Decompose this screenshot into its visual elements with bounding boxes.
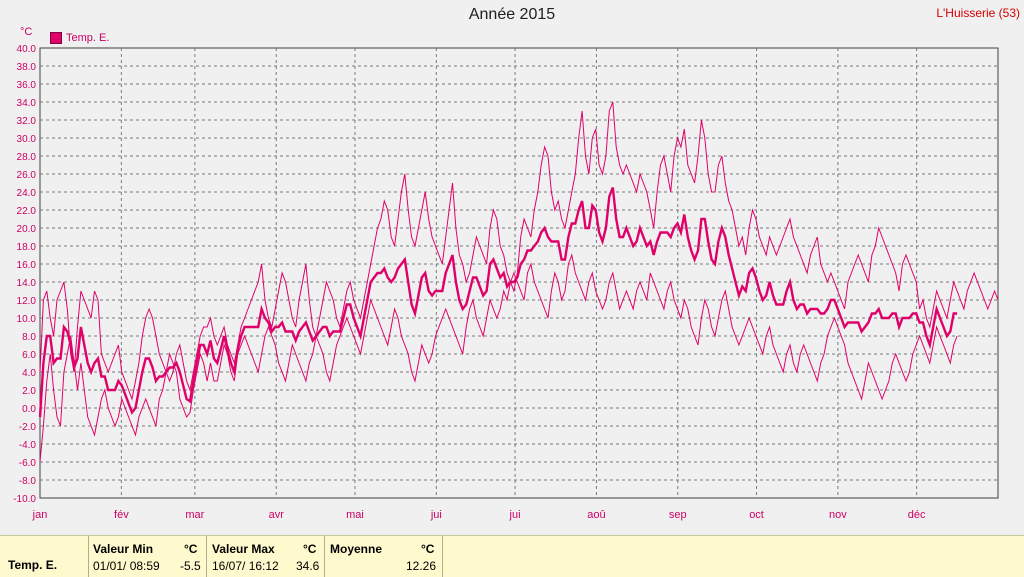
y-tick-label: 28.0: [17, 152, 37, 163]
y-tick-label: -8.0: [19, 476, 37, 487]
y-tick-label: 22.0: [17, 206, 37, 217]
footer-avg-label: Moyenne: [330, 542, 383, 556]
footer-max-date: 16/07/ 16:12: [212, 559, 279, 573]
footer-series-cell: Temp. E.: [0, 536, 89, 577]
y-tick-label: 2.0: [22, 386, 36, 397]
y-tick-label: -4.0: [19, 440, 37, 451]
y-tick-label: 14.0: [17, 278, 37, 289]
y-tick-label: 20.0: [17, 224, 37, 235]
x-tick-label: nov: [829, 509, 847, 521]
y-tick-label: -2.0: [19, 422, 37, 433]
footer-min-unit: °C: [184, 542, 198, 556]
y-tick-label: 36.0: [17, 80, 37, 91]
footer-avg-value: 12.26: [406, 559, 437, 573]
y-axis-unit: °C: [20, 26, 33, 38]
legend[interactable]: Temp. E.: [50, 32, 109, 44]
x-tick-label: fév: [114, 509, 129, 521]
y-tick-label: 8.0: [22, 332, 36, 343]
y-tick-label: 38.0: [17, 62, 37, 73]
footer-min-label: Valeur Min: [93, 542, 154, 556]
footer-max-cell: Valeur Max °C 16/07/ 16:12 34.6: [206, 536, 325, 577]
legend-swatch: [50, 32, 62, 44]
y-tick-label: 24.0: [17, 188, 37, 199]
y-tick-label: 0.0: [22, 404, 36, 415]
y-tick-label: 26.0: [17, 170, 37, 181]
y-tick-label: 34.0: [17, 98, 37, 109]
x-tick-label: jui: [509, 509, 521, 521]
y-tick-label: 12.0: [17, 296, 37, 307]
footer-avg-unit: °C: [421, 542, 435, 556]
footer-avg-cell: Moyenne °C 12.26: [324, 536, 443, 577]
y-tick-label: -10.0: [13, 494, 36, 505]
x-tick-label: sep: [669, 509, 687, 521]
series-mean-line: [38, 187, 958, 418]
y-tick-label: 30.0: [17, 134, 37, 145]
x-tick-label: avr: [269, 509, 285, 521]
x-tick-label: jan: [32, 509, 48, 521]
y-tick-label: 6.0: [22, 350, 36, 361]
footer-max-label: Valeur Max: [212, 542, 275, 556]
stats-footer: Temp. E. Valeur Min °C 01/01/ 08:59 -5.5…: [0, 535, 1024, 577]
temperature-chart: -10.0 -8.0 -6.0 -4.0 -2.0 0.0 2.0 4.0 6.0 8.0 10.0…: [13, 44, 999, 521]
y-tick-label: 18.0: [17, 242, 37, 253]
legend-label: Temp. E.: [66, 32, 110, 44]
x-tick-label: aoû: [587, 509, 605, 521]
footer-min-cell: Valeur Min °C 01/01/ 08:59 -5.5: [88, 536, 207, 577]
footer-max-value: 34.6: [296, 559, 320, 573]
y-tick-label: 10.0: [17, 314, 37, 325]
footer-min-date: 01/01/ 08:59: [93, 559, 160, 573]
x-tick-label: mar: [185, 509, 204, 521]
y-tick-label: 40.0: [17, 44, 37, 55]
series-min-line: [39, 253, 958, 463]
x-tick-label: jui: [430, 509, 442, 521]
series-max-line: [39, 101, 999, 401]
station-name: L'Huisserie (53): [936, 6, 1020, 20]
x-tick-label: oct: [749, 509, 764, 521]
y-tick-label: 16.0: [17, 260, 37, 271]
footer-max-unit: °C: [303, 542, 317, 556]
x-tick-label: mai: [346, 509, 364, 521]
y-tick-label: 4.0: [22, 368, 36, 379]
chart-title: Année 2015: [468, 6, 556, 23]
y-tick-label: -6.0: [19, 458, 37, 469]
footer-series-name: Temp. E.: [8, 558, 58, 572]
x-tick-label: déc: [908, 509, 926, 521]
footer-min-value: -5.5: [180, 559, 201, 573]
y-tick-label: 32.0: [17, 116, 37, 127]
